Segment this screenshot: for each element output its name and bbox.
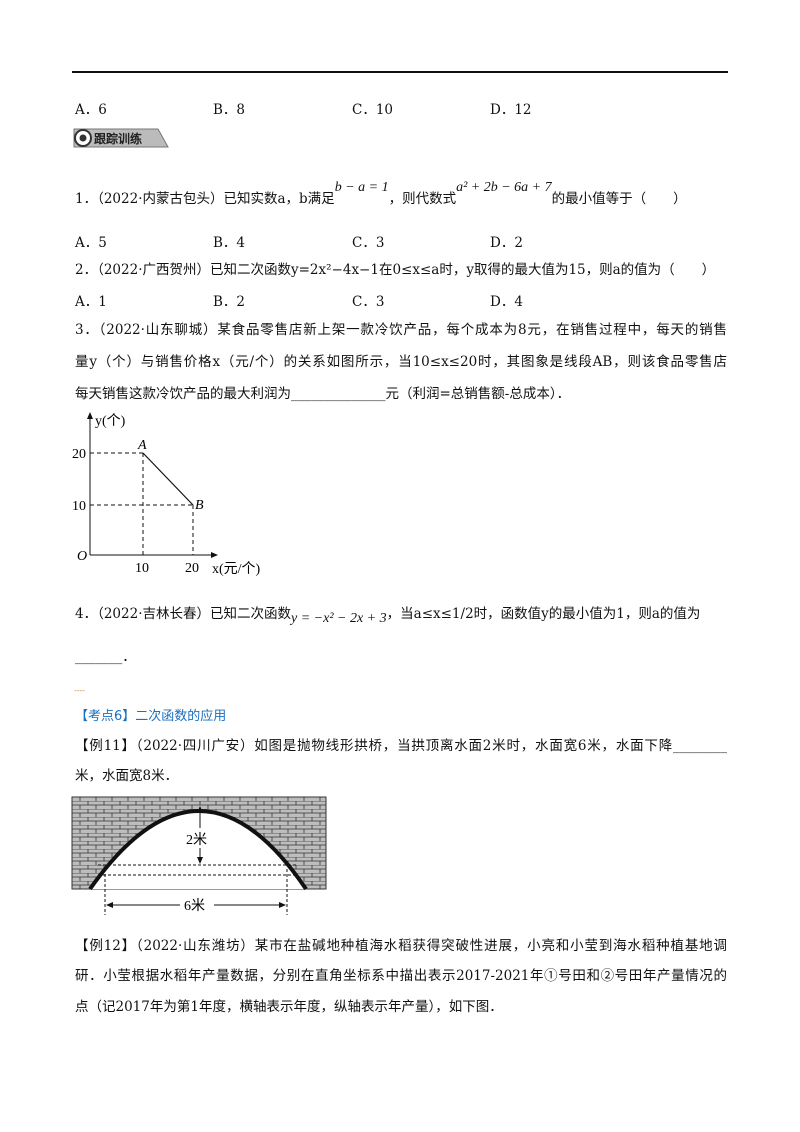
q1-line: 1．（2022·内蒙古包头）已知实数a，b满足b − a = 1，则代数式a² … [75,180,687,209]
axis-label: x(元/个) [212,561,261,577]
graph: y(个) x(元/个) O A B 20 10 10 20 [72,412,261,577]
formula: y = −x² − 2x + 3 [291,611,387,626]
badge-text: 跟踪训练 [94,131,142,146]
q3-line: 量y（个）与销售价格x（元/个）的关系如图所示，当10≤x≤20时，其图象是线段… [75,354,727,370]
q3-line: 3．（2022·山东聊城）某食品零售店新上架一款冷饮产品，每个成本为8元，在销售… [75,322,727,338]
option: B．8 [213,102,246,118]
option: B．2 [213,294,246,310]
q2-text: 2．（2022·广西贺州）已知二次函数y=2x²−4x−1在0≤x≤a时，y取得… [75,262,716,278]
dimension-label: 2米 [186,832,207,848]
option: B．4 [213,235,246,251]
option: C．10 [352,102,394,118]
formula: a² + 2b − 6a + 7 [456,180,552,195]
ex12-line: 点（记2017年为第1年度，横轴表示年度，纵轴表示年产量），如下图． [75,999,503,1015]
ex12-line: 研．小莹根据水稻年产量数据，分别在直角坐标系中描出表示2017-2021年①号田… [75,968,727,984]
badge-shape [73,128,169,148]
tick-label: 10 [135,561,149,576]
option: D．2 [490,235,523,251]
tick-label: 10 [72,499,86,514]
option: D．4 [490,294,523,310]
q4-line: 4．（2022·吉林长春）已知二次函数y = −x² − 2x + 3，当a≤x… [75,605,701,626]
badge-icon [79,134,87,142]
point-label: A [137,438,147,453]
section-heading: 【考点6】二次函数的应用 [75,709,227,724]
bridge-figure: 2米 6米 [71,796,327,915]
option: C．3 [352,294,385,310]
text: 的最小值等于（ ） [551,191,687,207]
text: 1．（2022·内蒙古包头）已知实数a，b满足 [75,191,335,207]
ex11-line: 米，水面宽8米． [75,768,179,784]
text: ，则代数式 [388,191,457,207]
marker: ---- [74,686,85,695]
ex12-line: 【例12】（2022·山东潍坊）某市在盐碱地种植海水稻获得突破性进展，小亮和小莹… [75,938,727,954]
option: A．1 [75,294,107,310]
origin: O [77,549,87,564]
option: D．12 [490,102,532,118]
text: 4．（2022·吉林长春）已知二次函数 [75,606,291,622]
text: ，当a≤x≤1/2时，函数值y的最小值为1，则a的值为 [386,606,701,622]
option: A．6 [75,102,107,118]
q3-line: 每天销售这款冷饮产品的最大利润为______________元（利润=总销售额-… [75,386,571,402]
axis-label: y(个) [95,413,126,429]
tick-label: 20 [72,447,86,462]
badge: 跟踪训练 [73,128,169,148]
option: A．5 [75,235,107,251]
tick-label: 20 [185,561,199,576]
blank: _______． [75,649,136,665]
top-rule [72,71,728,73]
formula: b − a = 1 [334,180,389,195]
ex11-line: 【例11】（2022·四川广安）如图是抛物线形拱桥，当拱顶离水面2米时，水面宽6… [75,738,727,754]
point-label: B [195,498,204,513]
dimension-label: 6米 [184,898,205,914]
option: C．3 [352,235,385,251]
segment-ab [142,452,194,506]
